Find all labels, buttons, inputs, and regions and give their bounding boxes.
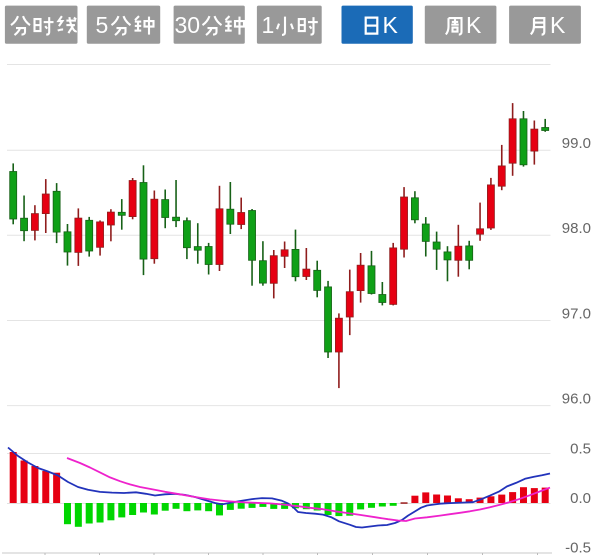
svg-text:5: 5: [96, 12, 109, 38]
svg-text:30: 30: [175, 12, 201, 38]
svg-text:0.5: 0.5: [570, 440, 591, 457]
svg-text:0.0: 0.0: [570, 490, 591, 507]
svg-text:K: K: [383, 12, 399, 38]
svg-text:K: K: [466, 12, 482, 38]
svg-text:K: K: [550, 12, 566, 38]
svg-text:97.0: 97.0: [562, 305, 591, 322]
svg-text:96.0: 96.0: [562, 390, 591, 407]
svg-text:98.0: 98.0: [562, 220, 591, 237]
svg-text:1: 1: [262, 12, 275, 38]
svg-text:-0.5: -0.5: [565, 539, 591, 555]
svg-text:99.0: 99.0: [562, 135, 591, 152]
